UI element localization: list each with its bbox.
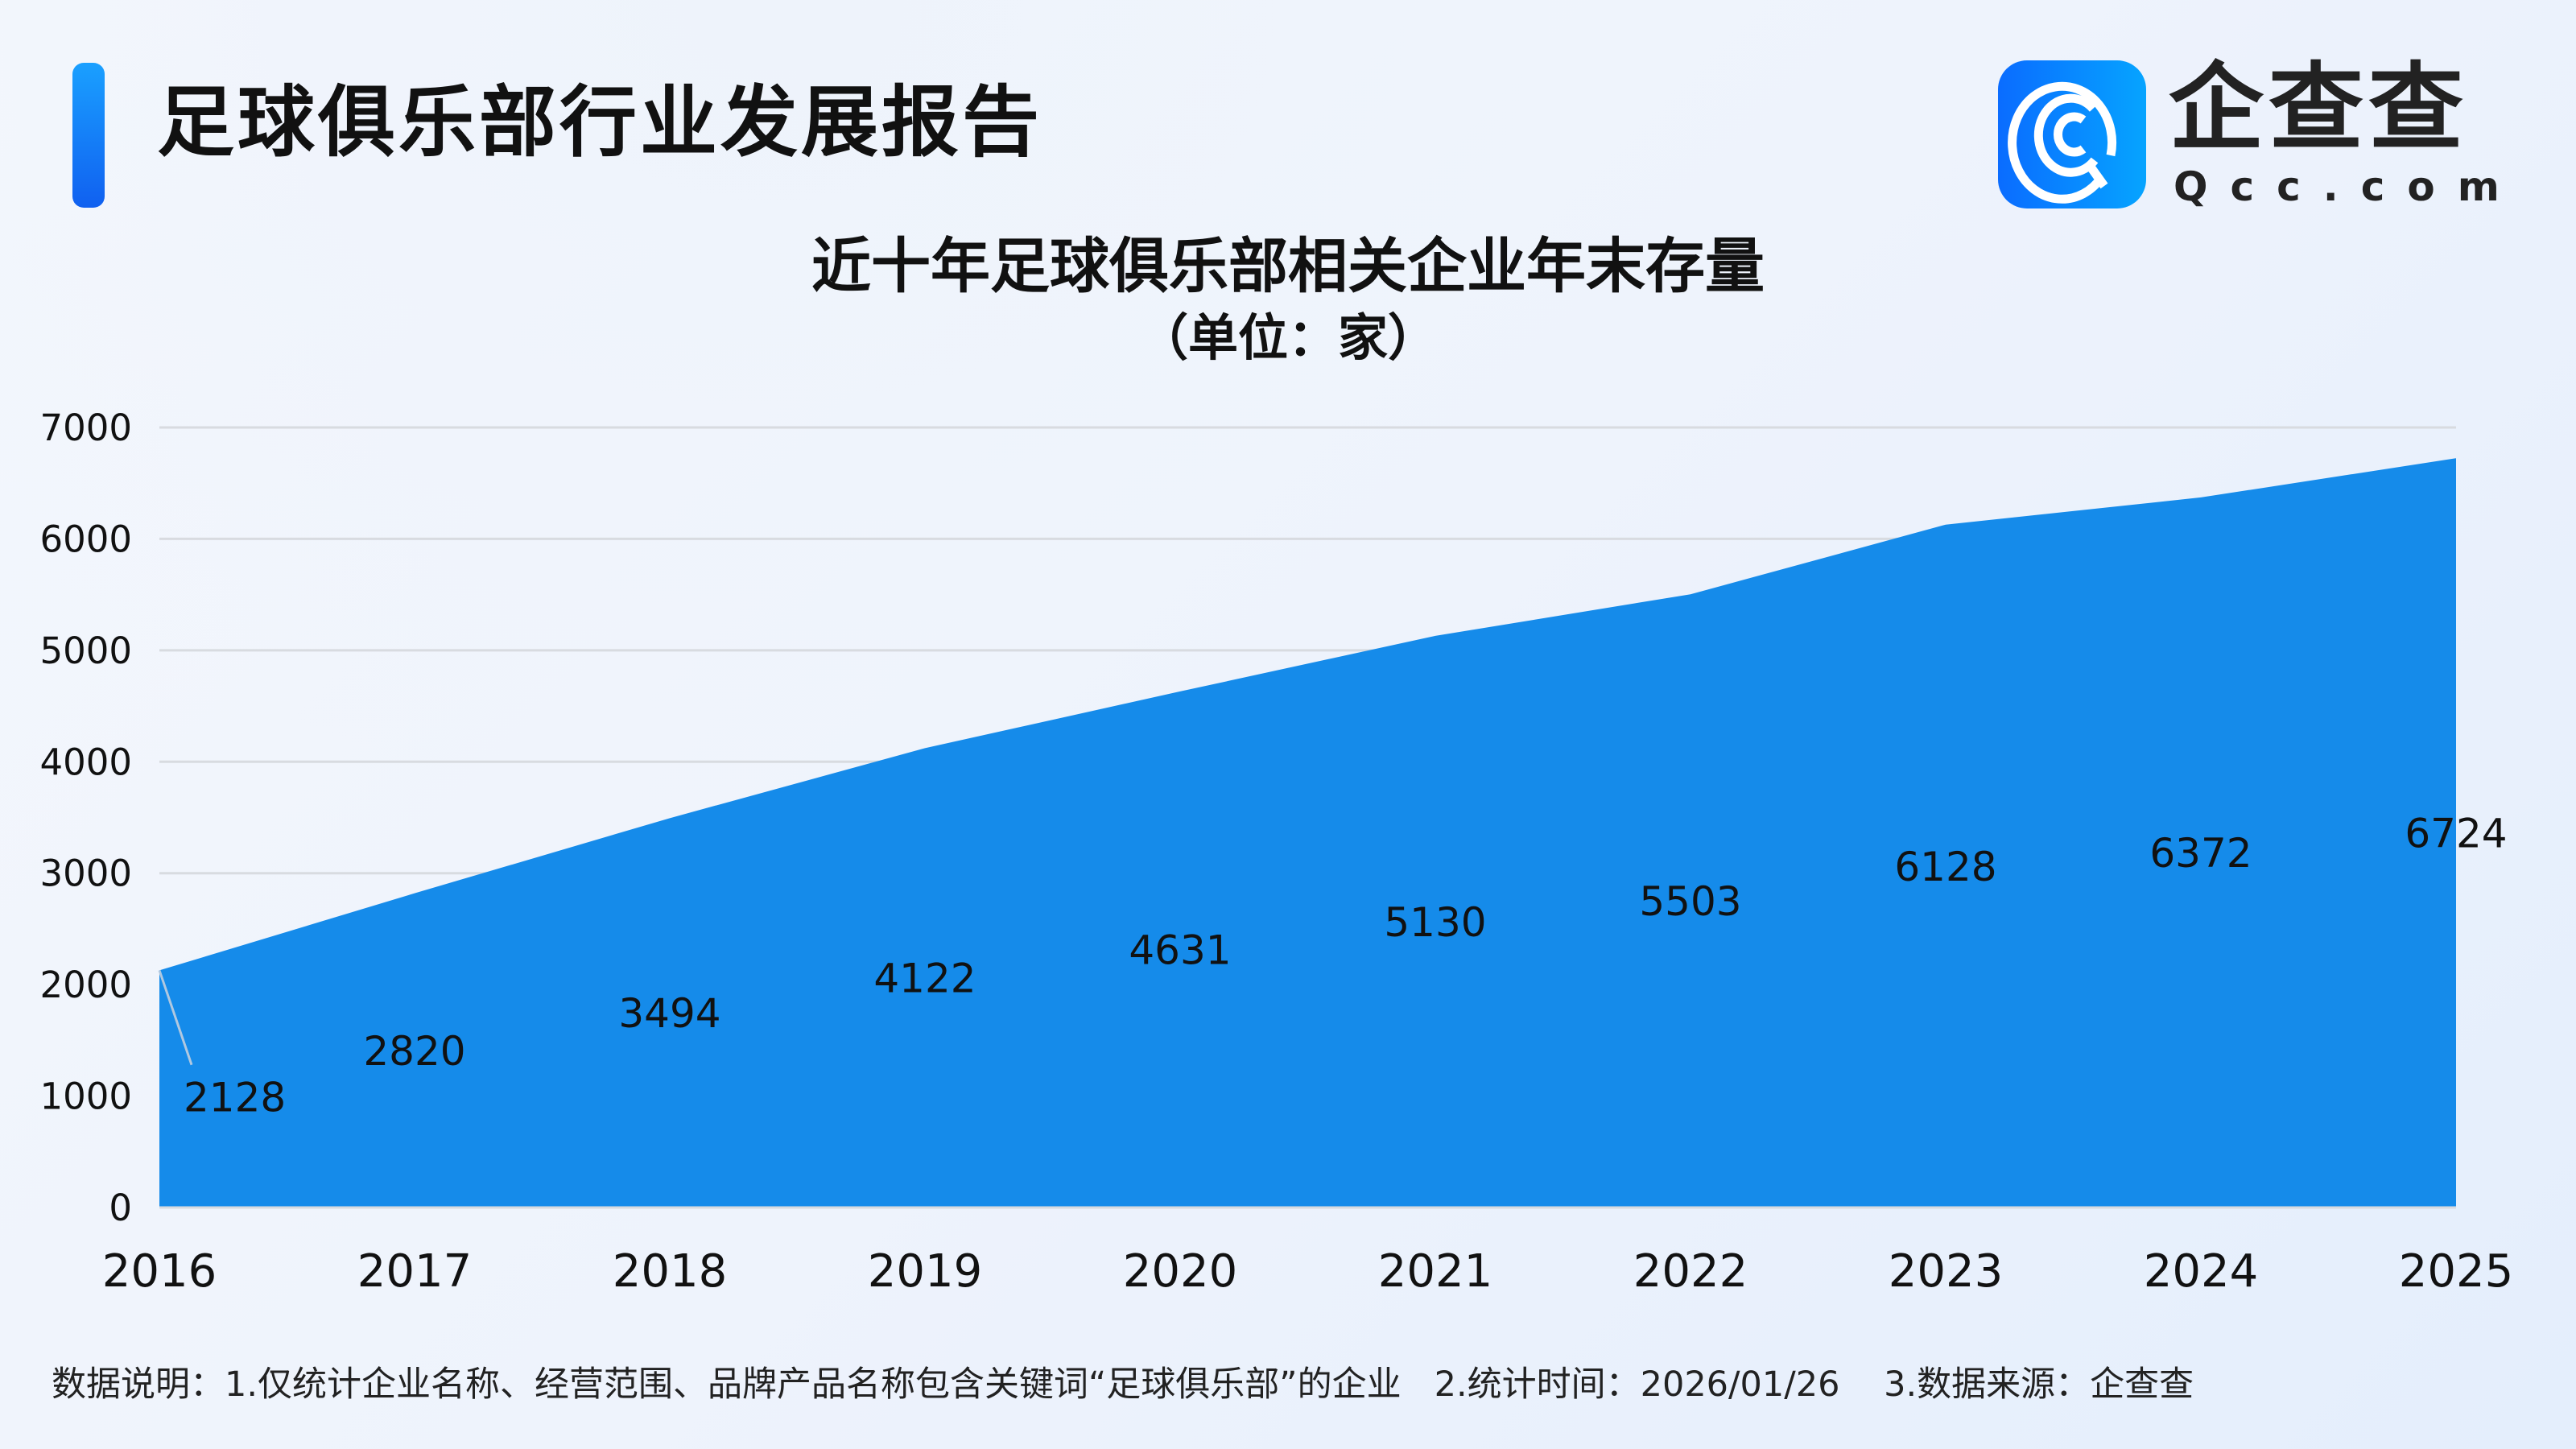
- y-tick-label: 0: [109, 1187, 132, 1229]
- chart-title: 近十年足球俱乐部相关企业年末存量: [811, 232, 1765, 301]
- data-label: 2128: [184, 1075, 286, 1121]
- data-label: 5130: [1384, 899, 1486, 946]
- data-label: 6724: [2405, 811, 2507, 857]
- x-tick-label: 2024: [2144, 1245, 2259, 1298]
- x-tick-label: 2017: [357, 1245, 473, 1298]
- data-label: 2820: [363, 1028, 465, 1075]
- data-label: 4122: [873, 956, 976, 1002]
- data-label: 3494: [618, 990, 720, 1037]
- x-tick-label: 2025: [2399, 1245, 2514, 1298]
- y-tick-label: 3000: [39, 852, 132, 895]
- data-label: 4631: [1129, 927, 1231, 973]
- page-title: 足球俱乐部行业发展报告: [157, 77, 1042, 167]
- data-label: 6372: [2149, 830, 2252, 877]
- qcc-logo: 企查查 Qcc.com: [1998, 60, 2562, 213]
- x-tick-label: 2016: [102, 1245, 217, 1298]
- x-tick-label: 2020: [1123, 1245, 1238, 1298]
- qcc-logo-icon: [1998, 60, 2146, 208]
- logo-en-text: Qcc.com: [2174, 163, 2522, 210]
- y-tick-label: 7000: [39, 407, 132, 449]
- data-label: 6128: [1894, 844, 1996, 890]
- y-tick-label: 4000: [39, 741, 132, 783]
- chart-subtitle: （单位：家）: [1137, 308, 1438, 367]
- x-tick-label: 2018: [613, 1245, 728, 1298]
- y-tick-label: 1000: [39, 1075, 132, 1118]
- x-tick-label: 2022: [1633, 1245, 1748, 1298]
- leader-line: [158, 969, 193, 1066]
- area-series: [159, 458, 2456, 1208]
- y-tick-label: 6000: [39, 518, 132, 560]
- data-label: 5503: [1639, 878, 1741, 925]
- logo-cn-text: 企查查: [2169, 52, 2469, 163]
- y-tick-label: 5000: [39, 630, 132, 672]
- footer-note: 数据说明：1.仅统计企业名称、经营范围、品牌产品名称包含关键词“足球俱乐部”的企…: [52, 1364, 2194, 1405]
- x-tick-label: 2023: [1889, 1245, 2004, 1298]
- y-tick-label: 2000: [39, 964, 132, 1006]
- title-accent-bar: [72, 63, 105, 208]
- x-tick-label: 2019: [868, 1245, 983, 1298]
- x-tick-label: 2021: [1378, 1245, 1493, 1298]
